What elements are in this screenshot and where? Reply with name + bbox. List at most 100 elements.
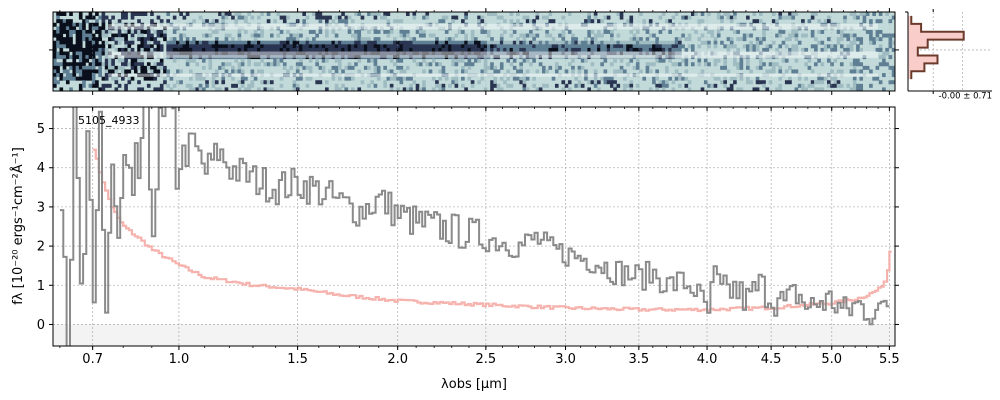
- heat-cell: [542, 55, 546, 60]
- heat-cell: [130, 22, 135, 27]
- heat-cell: [859, 62, 864, 67]
- heat-cell: [302, 40, 306, 45]
- heat-cell: [286, 73, 290, 78]
- heat-cell: [668, 55, 672, 60]
- heat-cell: [788, 51, 792, 56]
- heat-cell: [221, 40, 226, 45]
- heat-cell: [82, 51, 86, 56]
- heat-cell: [121, 76, 125, 81]
- heat-cell: [784, 37, 789, 42]
- heat-cell: [111, 65, 115, 70]
- heat-cell: [269, 51, 274, 56]
- heat-cell: [807, 19, 812, 24]
- heat-cell: [266, 47, 271, 52]
- heat-cell: [580, 44, 585, 49]
- heat-cell: [137, 33, 141, 38]
- heat-cell: [137, 29, 141, 34]
- heat-cell: [619, 12, 624, 16]
- heat-cell: [198, 83, 203, 88]
- heat-cell: [665, 40, 669, 45]
- heat-cell: [299, 26, 303, 31]
- heat-cell: [169, 44, 174, 49]
- heat-cell: [266, 12, 271, 16]
- heat-cell: [571, 44, 575, 49]
- heat-cell: [380, 44, 384, 49]
- heat-cell: [221, 47, 226, 52]
- heat-cell: [169, 87, 174, 91]
- heat-cell: [91, 55, 96, 60]
- heat-cell: [461, 69, 465, 74]
- heat-cell: [247, 40, 251, 45]
- heat-cell: [635, 58, 640, 63]
- heat-cell: [457, 51, 462, 56]
- heat-cell: [72, 26, 77, 31]
- heat-cell: [299, 73, 303, 78]
- heat-cell: [163, 69, 167, 74]
- heat-cell: [843, 26, 847, 31]
- heat-cell: [182, 44, 187, 49]
- heat-cell: [522, 44, 527, 49]
- heat-cell: [218, 51, 222, 56]
- heat-cell: [441, 55, 446, 60]
- heat-cell: [315, 58, 319, 63]
- heat-cell: [584, 19, 588, 24]
- heat-cell: [587, 29, 591, 34]
- heat-cell: [88, 76, 93, 81]
- heat-cell: [441, 73, 446, 78]
- heat-cell: [75, 55, 80, 60]
- heat-cell: [418, 33, 423, 38]
- heat-cell: [454, 55, 459, 60]
- heat-cell: [703, 80, 708, 85]
- heat-cell: [671, 44, 676, 49]
- heat-cell: [486, 47, 491, 52]
- heat-cell: [56, 80, 60, 85]
- heat-cell: [736, 37, 740, 42]
- heat-cell: [762, 80, 766, 85]
- heat-cell: [192, 37, 196, 42]
- spectrum-2d-image: [53, 12, 895, 91]
- heat-cell: [720, 65, 724, 70]
- heat-cell: [454, 40, 459, 45]
- heat-cell: [334, 55, 339, 60]
- heat-cell: [357, 55, 362, 60]
- heat-cell: [289, 40, 294, 45]
- heat-cell: [412, 44, 417, 49]
- heat-cell: [554, 69, 559, 74]
- heat-cell: [784, 58, 789, 63]
- heat-cell: [836, 83, 841, 88]
- heat-cell: [804, 47, 808, 52]
- heat-cell: [597, 55, 601, 60]
- heat-cell: [101, 51, 106, 56]
- heat-cell: [629, 19, 634, 24]
- heat-cell: [276, 62, 281, 67]
- heat-cell: [493, 83, 498, 88]
- heat-cell: [474, 37, 478, 42]
- heat-cell: [127, 29, 132, 34]
- heat-cell: [205, 73, 209, 78]
- heat-cell: [98, 58, 102, 63]
- heat-cell: [360, 15, 365, 20]
- heat-cell: [464, 51, 468, 56]
- heat-cell: [529, 33, 533, 38]
- heat-cell: [114, 65, 119, 70]
- heat-cell: [286, 37, 290, 42]
- heat-cell: [250, 44, 255, 49]
- heat-cell: [399, 19, 404, 24]
- y-tick-label: 2: [37, 240, 45, 255]
- heat-cell: [629, 51, 634, 56]
- heat-cell: [428, 22, 433, 27]
- heat-cell: [308, 44, 313, 49]
- heat-cell: [156, 44, 161, 49]
- heat-cell: [431, 33, 436, 38]
- heat-cell: [282, 47, 287, 52]
- heat-cell: [567, 87, 572, 91]
- heat-cell: [195, 47, 200, 52]
- heat-cell: [499, 47, 504, 52]
- heat-cell: [833, 80, 838, 85]
- heat-cell: [454, 47, 459, 52]
- heat-cell: [486, 55, 491, 60]
- heat-cell: [166, 83, 170, 88]
- heat-cell: [474, 58, 478, 63]
- heat-cell: [172, 44, 177, 49]
